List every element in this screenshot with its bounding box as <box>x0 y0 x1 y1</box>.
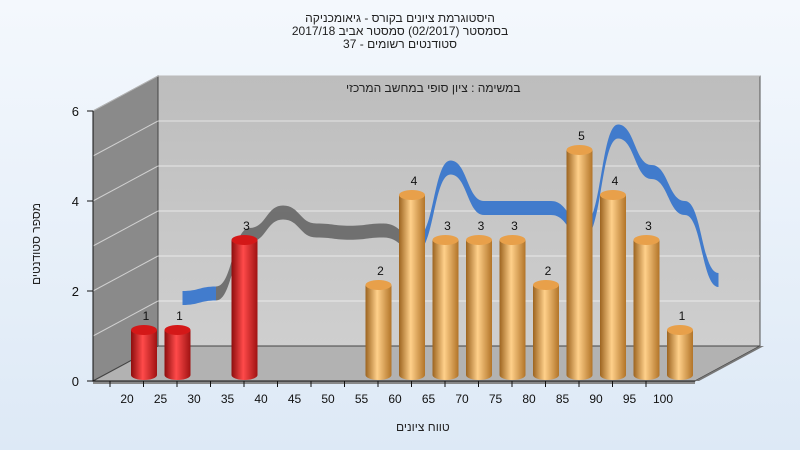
y-tick-label: 2 <box>72 284 79 299</box>
x-tick-label: 75 <box>489 392 503 406</box>
x-tick-label: 90 <box>589 392 603 406</box>
gridline-side <box>92 165 159 202</box>
x-tick-label: 100 <box>653 392 673 406</box>
bar-value-label: 3 <box>511 219 518 233</box>
bar-value-label: 1 <box>679 309 686 323</box>
bar-75: 3 <box>499 219 526 380</box>
bar-value-label: 5 <box>578 129 585 143</box>
bar-value-label: 3 <box>478 219 485 233</box>
bar-body <box>131 330 157 380</box>
bar-body <box>600 195 626 380</box>
bar-value-label: 4 <box>612 174 619 188</box>
bar-value-label: 3 <box>243 219 250 233</box>
bar-55: 2 <box>365 264 392 380</box>
bar-value-label: 2 <box>377 264 384 278</box>
x-tick-label: 50 <box>321 392 335 406</box>
bar-top <box>432 235 459 245</box>
x-tick-label: 20 <box>120 392 134 406</box>
bar-top <box>566 145 593 155</box>
x-tick-label: 85 <box>556 392 570 406</box>
bar-20: 1 <box>131 309 157 380</box>
bar-25: 1 <box>164 309 191 380</box>
bar-70: 3 <box>466 219 492 380</box>
bar-85: 5 <box>566 129 593 380</box>
y-axis-label: מספר סטודנטים <box>29 202 43 286</box>
x-tick-label: 65 <box>422 392 436 406</box>
bars-group: 1 1 3 2 4 3 3 3 2 5 4 3 1 <box>131 129 693 380</box>
bar-top <box>466 235 492 245</box>
bar-body <box>667 330 693 380</box>
chart-title-block: היסטוגרמת ציונים בקורס - גיאומכניקה בסמס… <box>0 12 800 51</box>
bar-body <box>499 240 526 380</box>
bar-35: 3 <box>231 219 258 380</box>
bar-top <box>633 235 660 245</box>
x-tick-label: 25 <box>154 392 168 406</box>
x-tick-label: 70 <box>455 392 469 406</box>
bar-top <box>131 325 157 335</box>
curve-blue-segment <box>417 124 719 287</box>
bar-body <box>365 285 392 380</box>
bar-top <box>499 235 526 245</box>
bar-95: 3 <box>633 219 660 380</box>
chart-title-line2: בסמסטר (02/2017) סמסטר אביב 2017/18 <box>291 24 509 38</box>
x-axis-label: טווח ציונים <box>396 420 450 434</box>
x-tick-label: 55 <box>355 392 369 406</box>
bar-top <box>533 280 559 290</box>
bar-body <box>399 195 425 380</box>
y-tick-label: 6 <box>72 104 79 119</box>
bar-100: 1 <box>667 309 693 380</box>
y-tick-label: 4 <box>72 194 79 209</box>
bar-top <box>164 325 191 335</box>
bar-body <box>466 240 492 380</box>
bar-value-label: 3 <box>444 219 451 233</box>
chart-subtitle: במשימה : ציון סופי במחשב המרכזי <box>346 81 521 95</box>
gridline-side <box>92 210 159 247</box>
chart-title-line3: סטודנטים רשומים - 37 <box>343 37 457 51</box>
bar-body <box>231 240 258 380</box>
floor <box>92 345 761 382</box>
gridline-side <box>92 75 159 112</box>
x-tick-label: 40 <box>254 392 268 406</box>
bar-90: 4 <box>600 174 626 380</box>
x-tick-label: 30 <box>187 392 201 406</box>
curve-start-segment <box>182 286 216 305</box>
bar-value-label: 2 <box>545 264 552 278</box>
bar-body <box>566 150 593 380</box>
bar-body <box>432 240 459 380</box>
bar-top <box>365 280 392 290</box>
bar-value-label: 4 <box>411 174 418 188</box>
distribution-curve <box>182 124 719 305</box>
x-tick-label: 95 <box>623 392 637 406</box>
x-tick-label: 45 <box>288 392 302 406</box>
x-tick-label: 60 <box>388 392 402 406</box>
y-tick-label: 0 <box>72 374 79 389</box>
curve-gray-segment <box>216 205 417 301</box>
bar-body <box>164 330 191 380</box>
bar-top <box>231 235 258 245</box>
gridline-side <box>92 300 159 337</box>
gridline-side <box>92 255 159 292</box>
bar-65: 3 <box>432 219 459 380</box>
bar-top <box>399 190 425 200</box>
bar-60: 4 <box>399 174 425 380</box>
bar-80: 2 <box>533 264 559 380</box>
floor-side-edge <box>695 346 764 381</box>
bar-value-label: 1 <box>143 309 150 323</box>
bar-body <box>633 240 660 380</box>
x-tick-label: 35 <box>221 392 235 406</box>
bar-top <box>600 190 626 200</box>
bar-top <box>667 325 693 335</box>
chart-title-line1: היסטוגרמת ציונים בקורס - גיאומכניקה <box>305 11 495 25</box>
bar-value-label: 3 <box>645 219 652 233</box>
gridline-side <box>92 120 159 157</box>
x-tick-label: 80 <box>522 392 536 406</box>
bar-body <box>533 285 559 380</box>
bar-value-label: 1 <box>176 309 183 323</box>
